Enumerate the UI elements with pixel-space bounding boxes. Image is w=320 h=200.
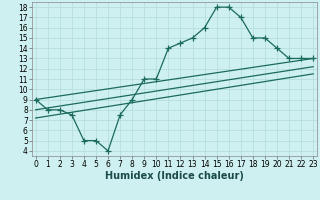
X-axis label: Humidex (Indice chaleur): Humidex (Indice chaleur) — [105, 171, 244, 181]
